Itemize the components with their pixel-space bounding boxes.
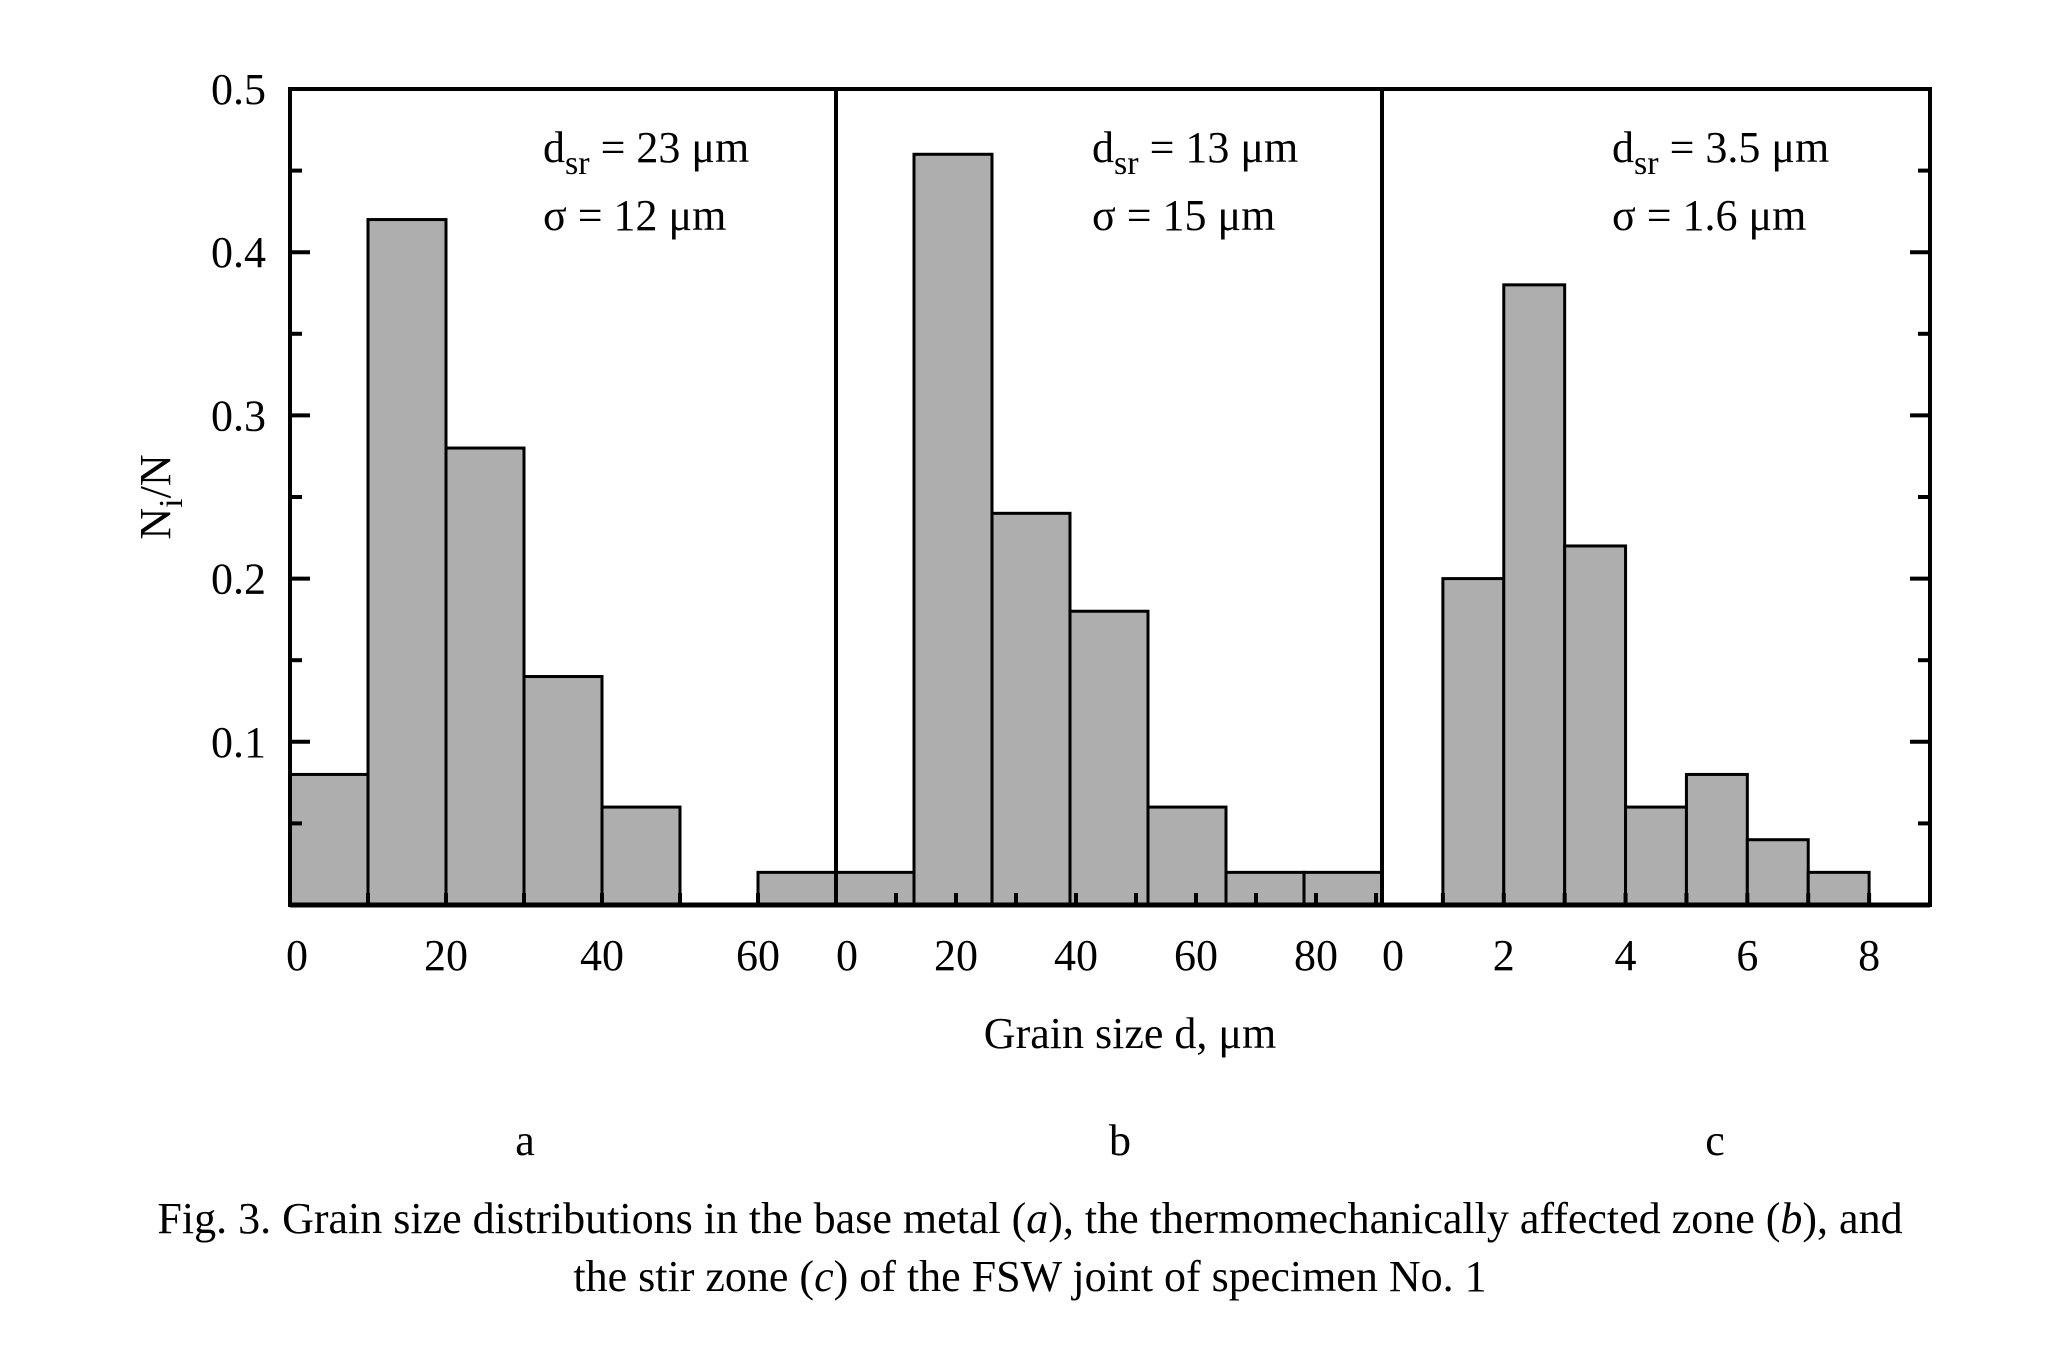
bar-a-2 xyxy=(366,218,448,907)
bar-c-6 xyxy=(1684,772,1749,907)
x-tick-label-a-0: 0 xyxy=(286,931,308,980)
panel-c-sigma: σ = 1.6 μm xyxy=(1612,191,1806,240)
x-tick-label-b-40: 40 xyxy=(1054,931,1098,980)
x-tick-label-b-0: 0 xyxy=(836,931,858,980)
y-tick-label-0.5: 0.5 xyxy=(211,65,266,114)
bar-b-5 xyxy=(1146,805,1228,907)
bar-c-4 xyxy=(1563,544,1628,907)
panel-label-a: a xyxy=(515,1116,535,1165)
y-axis-label: Ni/N xyxy=(131,454,190,539)
x-tick-label-b-20: 20 xyxy=(934,931,978,980)
x-tick-label-b-60: 60 xyxy=(1174,931,1218,980)
caption-line-1: Fig. 3. Grain size distributions in the … xyxy=(157,1194,1903,1243)
bar-b-6 xyxy=(1224,870,1306,907)
bar-c-3 xyxy=(1502,283,1567,907)
bar-a-3 xyxy=(444,446,526,907)
y-tick-label-0.3: 0.3 xyxy=(211,391,266,440)
bar-b-3 xyxy=(990,511,1072,907)
panel-a-mean-size: dsr = 23 μm xyxy=(543,123,749,182)
x-tick-label-a-20: 20 xyxy=(424,931,468,980)
figure-caption: Fig. 3. Grain size distributions in the … xyxy=(0,1190,2060,1306)
bar-c-8 xyxy=(1806,870,1871,907)
x-axis-label: Grain size d, μm xyxy=(984,1009,1276,1058)
caption-line-2: the stir zone (c) of the FSW joint of sp… xyxy=(573,1252,1487,1301)
y-tick-label-0.4: 0.4 xyxy=(211,228,266,277)
bar-b-2 xyxy=(912,152,994,907)
bar-a-1 xyxy=(288,772,370,907)
bars-layer xyxy=(288,152,1871,907)
panel-label-c: c xyxy=(1705,1116,1725,1165)
bar-a-4 xyxy=(522,675,604,907)
bar-a-7 xyxy=(756,870,838,907)
y-tick-label-0.2: 0.2 xyxy=(211,555,266,604)
panel-b-mean-size: dsr = 13 μm xyxy=(1092,123,1298,182)
x-tick-label-c-2: 2 xyxy=(1493,931,1515,980)
bar-c-2 xyxy=(1441,577,1506,907)
panel-label-b: b xyxy=(1109,1116,1131,1165)
panel-b-sigma: σ = 15 μm xyxy=(1092,191,1275,240)
x-tick-label-a-40: 40 xyxy=(580,931,624,980)
bar-a-5 xyxy=(600,805,682,907)
x-tick-label-b-80: 80 xyxy=(1294,931,1338,980)
x-tick-label-c-0: 0 xyxy=(1382,931,1404,980)
bar-b-4 xyxy=(1068,609,1150,907)
panel-a-sigma: σ = 12 μm xyxy=(543,191,726,240)
panel-c-mean-size: dsr = 3.5 μm xyxy=(1612,123,1829,182)
x-tick-label-c-4: 4 xyxy=(1615,931,1637,980)
x-tick-label-a-60: 60 xyxy=(736,931,780,980)
bar-c-7 xyxy=(1745,838,1810,907)
y-tick-label-0.1: 0.1 xyxy=(211,718,266,767)
axes-layer xyxy=(288,87,1932,908)
bar-c-5 xyxy=(1624,805,1688,907)
x-tick-label-c-6: 6 xyxy=(1736,931,1758,980)
bar-b-1 xyxy=(834,870,916,907)
x-tick-label-c-8: 8 xyxy=(1858,931,1880,980)
